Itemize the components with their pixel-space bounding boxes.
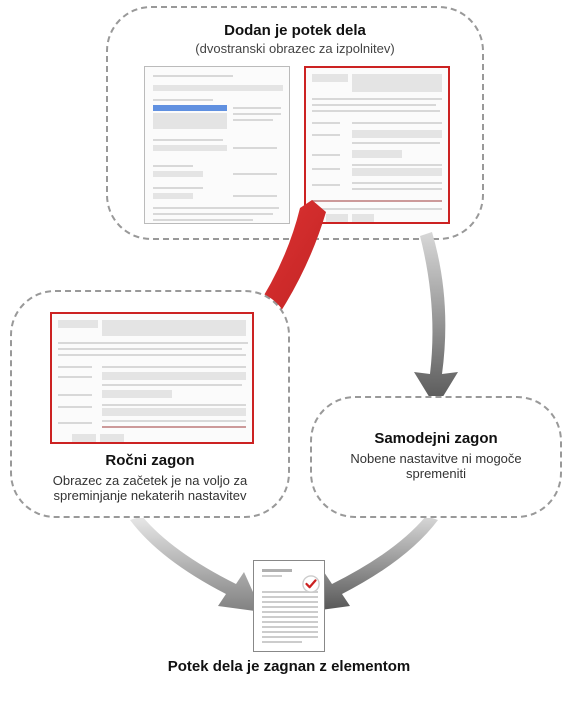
form-thumb-manual	[50, 312, 254, 444]
left-title: Ročni zagon	[12, 452, 288, 469]
node-auto-start: Samodejni zagon Nobene nastavitve ni mog…	[310, 396, 562, 518]
node-manual-start: Ročni zagon Obrazec za začetek je na vol…	[10, 290, 290, 518]
bottom-title: Potek dela je zagnan z elementom	[0, 658, 578, 675]
document-icon	[253, 560, 325, 652]
left-desc: Obrazec za začetek je na voljo za spremi…	[12, 473, 288, 503]
right-title: Samodejni zagon	[312, 430, 560, 447]
checkmark-icon	[302, 575, 320, 593]
right-desc: Nobene nastavitve ni mogoče spremeniti	[312, 451, 560, 481]
